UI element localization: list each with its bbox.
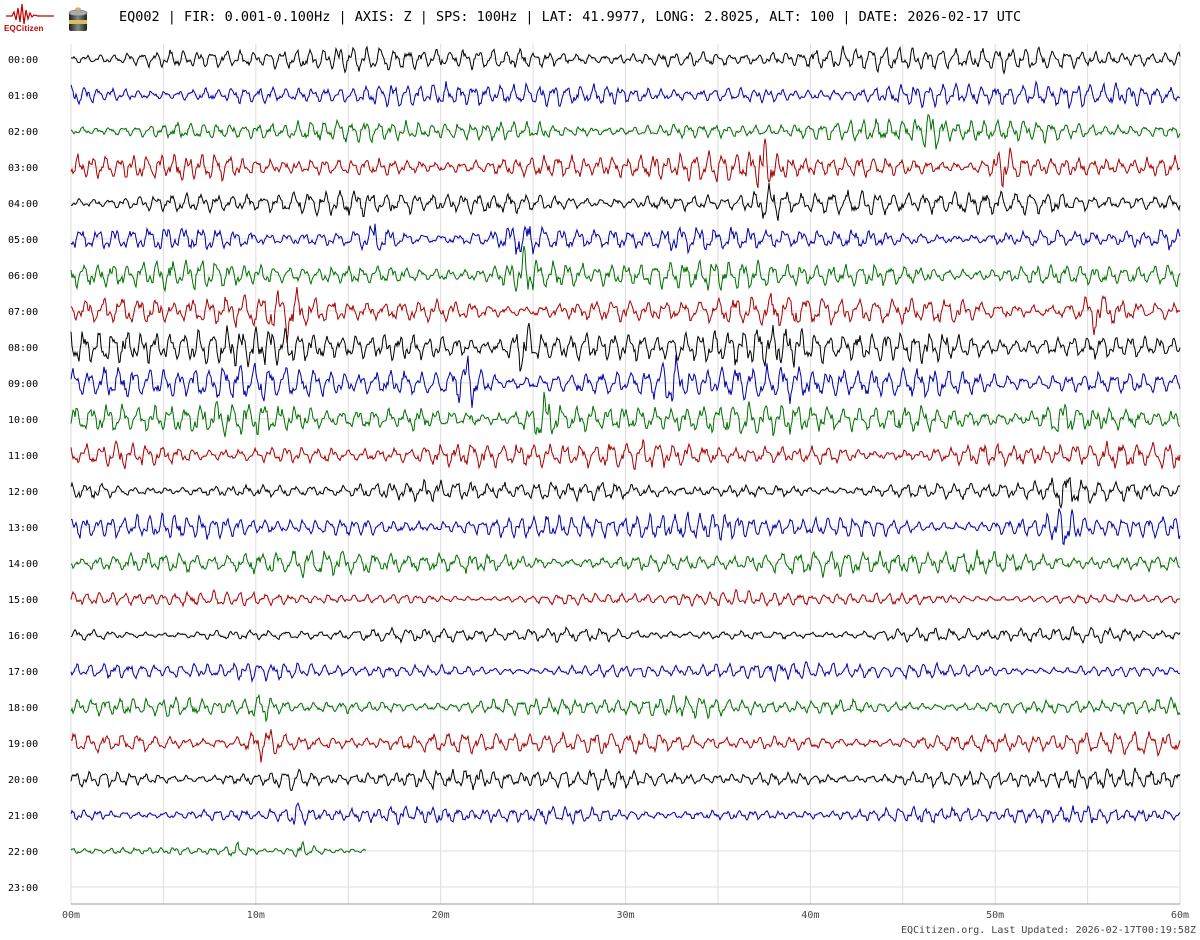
hour-label: 18:00 bbox=[8, 703, 38, 714]
hour-label: 05:00 bbox=[8, 235, 38, 246]
grid-lines bbox=[70, 44, 1181, 905]
trace-1900 bbox=[70, 729, 1181, 763]
trace-0300 bbox=[70, 138, 1181, 189]
trace-1000 bbox=[70, 391, 1181, 438]
trace-1200 bbox=[70, 476, 1181, 510]
x-tick-label: 10m bbox=[247, 910, 265, 921]
x-tick-label: 50m bbox=[986, 910, 1004, 921]
trace-1800 bbox=[70, 693, 1181, 723]
trace-1100 bbox=[70, 439, 1181, 471]
logo-text: EQCitizen bbox=[4, 24, 44, 33]
hour-label: 09:00 bbox=[8, 379, 38, 390]
sensor-device-icon bbox=[68, 7, 88, 31]
trace-2200 bbox=[70, 840, 367, 858]
trace-1700 bbox=[70, 660, 1181, 684]
x-tick-label: 40m bbox=[801, 910, 819, 921]
hour-label: 13:00 bbox=[8, 523, 38, 534]
hour-label: 06:00 bbox=[8, 271, 38, 282]
hour-label: 11:00 bbox=[8, 451, 38, 462]
trace-1400 bbox=[70, 549, 1181, 579]
trace-1300 bbox=[70, 508, 1181, 546]
hour-label: 14:00 bbox=[8, 559, 38, 570]
trace-0700 bbox=[70, 286, 1181, 344]
hour-label: 17:00 bbox=[8, 667, 38, 678]
trace-0000 bbox=[71, 45, 1181, 75]
trace-0200 bbox=[70, 114, 1181, 150]
hour-label: 22:00 bbox=[8, 847, 38, 858]
x-tick-label: 60m bbox=[1171, 910, 1189, 921]
seismograph-logo-icon bbox=[6, 3, 54, 25]
hour-label: 12:00 bbox=[8, 487, 38, 498]
hour-label: 16:00 bbox=[8, 631, 38, 642]
x-tick-label: 20m bbox=[432, 910, 450, 921]
hour-label: 10:00 bbox=[8, 415, 38, 426]
x-tick-label: 30m bbox=[616, 910, 634, 921]
chart-title: EQ002 | FIR: 0.001-0.100Hz | AXIS: Z | S… bbox=[119, 9, 1022, 25]
trace-1500 bbox=[70, 588, 1181, 608]
hour-label: 07:00 bbox=[8, 307, 38, 318]
hour-label: 02:00 bbox=[8, 127, 38, 138]
hour-label: 23:00 bbox=[8, 883, 38, 894]
trace-0900 bbox=[70, 354, 1181, 408]
last-updated-footer: EQCitizen.org. Last Updated: 2026-02-17T… bbox=[900, 925, 1196, 936]
hour-label: 00:00 bbox=[8, 55, 38, 66]
x-tick-label: 00m bbox=[62, 910, 80, 921]
hour-label: 20:00 bbox=[8, 775, 38, 786]
trace-1600 bbox=[70, 625, 1181, 645]
hour-label: 19:00 bbox=[8, 739, 38, 750]
hour-label: 03:00 bbox=[8, 163, 38, 174]
hour-label: 01:00 bbox=[8, 91, 38, 102]
trace-2000 bbox=[70, 767, 1181, 792]
traces bbox=[70, 45, 1181, 858]
trace-2100 bbox=[70, 802, 1181, 827]
hour-label: 08:00 bbox=[8, 343, 38, 354]
trace-0100 bbox=[70, 80, 1181, 109]
trace-0400 bbox=[70, 182, 1181, 221]
hour-label: 21:00 bbox=[8, 811, 38, 822]
trace-0800 bbox=[70, 322, 1181, 372]
minute-labels: 00m 10m 20m 30m 40m 50m 60m bbox=[62, 910, 1189, 921]
trace-0500 bbox=[70, 223, 1181, 255]
trace-0600 bbox=[70, 245, 1181, 293]
hour-label: 15:00 bbox=[8, 595, 38, 606]
hour-labels: 00:00 01:00 02:00 03:00 04:00 05:00 06:00 07:00… bbox=[8, 55, 38, 894]
hour-label: 04:00 bbox=[8, 199, 38, 210]
